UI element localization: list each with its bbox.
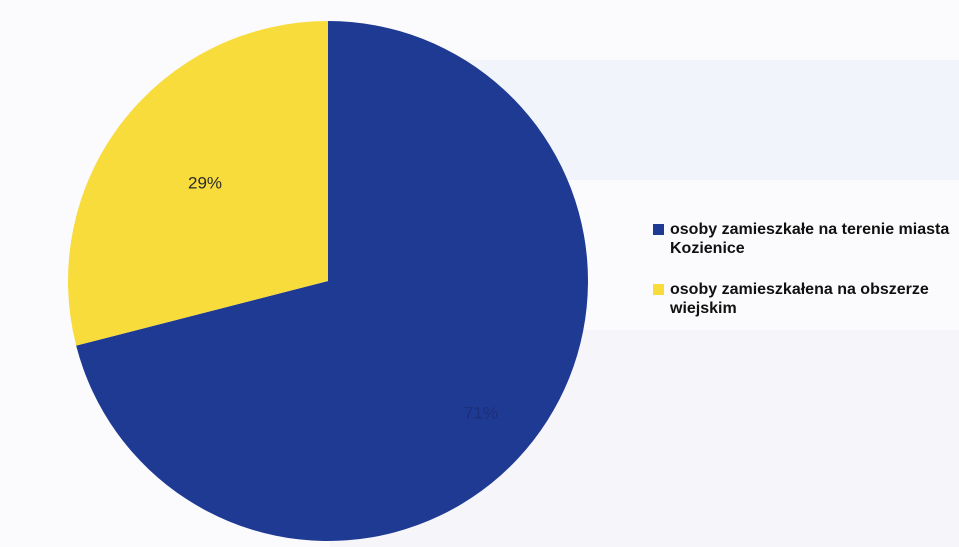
pie-chart: 71% 29% [67, 21, 588, 542]
legend-item-rural: osoby zamieszkałena na obszerze wiejskim [653, 280, 953, 318]
legend-swatch-city [653, 224, 664, 235]
data-label-city: 71% [464, 404, 498, 423]
data-label-rural: 29% [188, 173, 222, 192]
pie-slice-rural [67, 21, 328, 346]
legend-label-rural: osoby zamieszkałena na obszerze wiejskim [670, 281, 929, 317]
legend-label-city: osoby zamieszkałe na terenie miasta Kozi… [670, 221, 950, 257]
pie-slice-city [76, 21, 588, 542]
chart-legend: osoby zamieszkałe na terenie miasta Kozi… [653, 220, 953, 340]
legend-swatch-rural [653, 284, 664, 295]
legend-item-city: osoby zamieszkałe na terenie miasta Kozi… [653, 220, 953, 258]
